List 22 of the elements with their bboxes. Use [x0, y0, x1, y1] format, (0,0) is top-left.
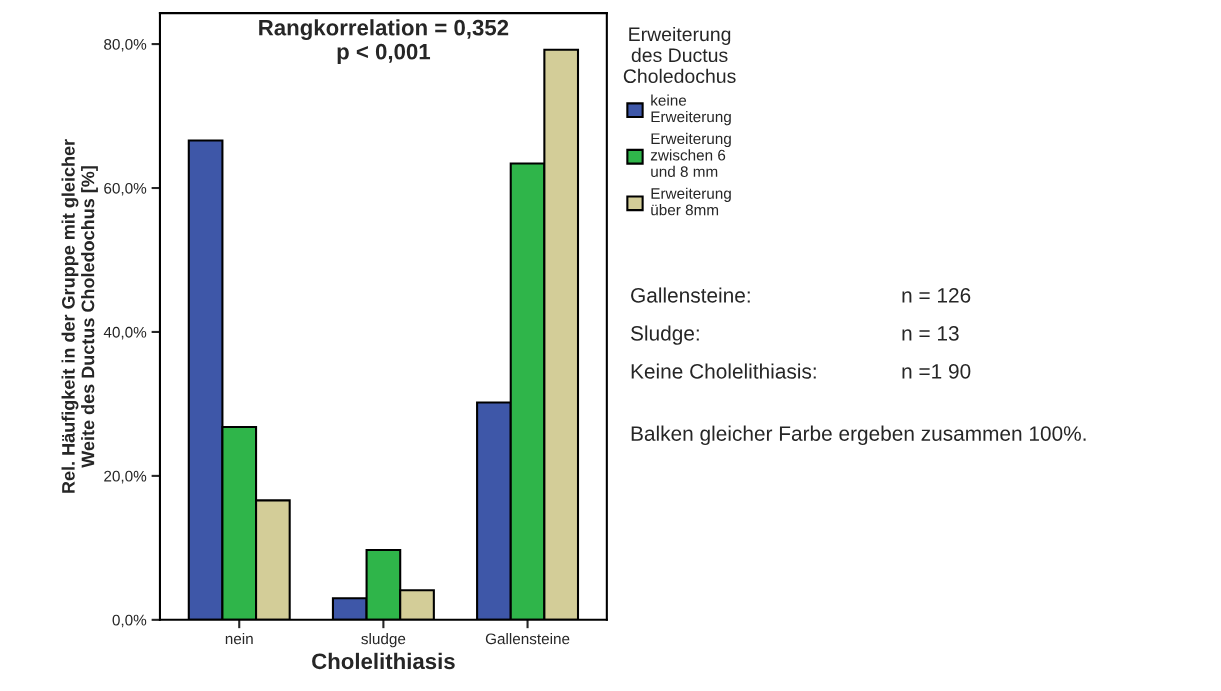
- legend-label: Erweiterung zwischen 6 und 8 mm: [650, 132, 731, 177]
- legend-label: Erweiterung über 8mm: [651, 187, 731, 216]
- annotation: Rangkorrelation = 0,352 p < 0,001: [259, 19, 509, 64]
- text: n =1 90: [902, 363, 971, 379]
- text: Gallensteine:: [631, 287, 750, 303]
- text: Sludge:: [630, 325, 699, 345]
- text: Keine Cholelithiasis:: [631, 363, 816, 379]
- y-tick-label: 60,0%: [104, 182, 147, 196]
- text: n = 126: [902, 287, 971, 303]
- x-tick-label: sludge: [361, 633, 406, 648]
- text: n = 13: [902, 325, 959, 341]
- text: Balken gleicher Farbe ergeben zusammen 100%.: [631, 425, 1086, 446]
- y-tick-label: 0,0%: [112, 614, 147, 628]
- y-axis-title: Rel. Häufigkeit in der Gruppe mit gleicher Weite des Ductus Choledochus [%]: [61, 139, 98, 493]
- y-tick-label: 40,0%: [103, 326, 147, 340]
- y-tick-label: 80,0%: [104, 38, 147, 52]
- x-tick-label: Gallensteine: [485, 633, 570, 645]
- legend-title: Erweiterung des Ductus Choledochus: [623, 26, 736, 84]
- x-tick-label: nein: [225, 633, 253, 645]
- y-tick-label: 20,0%: [104, 470, 147, 484]
- x-axis-title: Cholelithiasis: [312, 652, 455, 670]
- legend-label: keine Erweiterung: [651, 94, 731, 126]
